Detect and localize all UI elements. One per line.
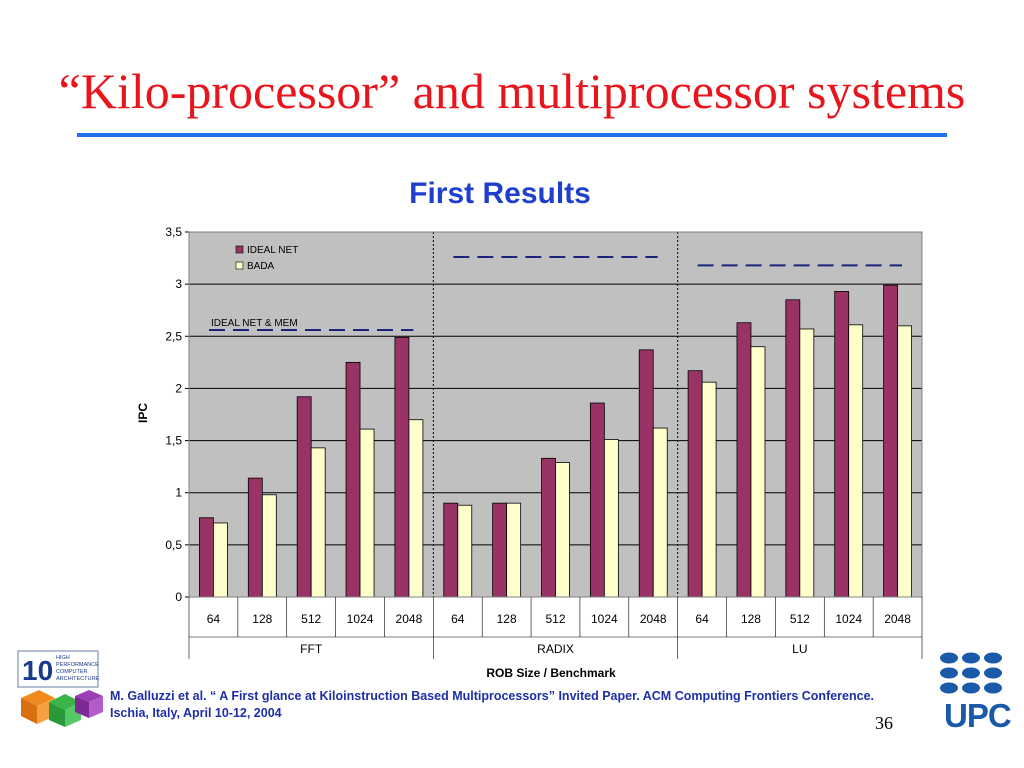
bar-bada	[897, 325, 912, 598]
x-category-label: 128	[497, 612, 517, 626]
y-tick-label: 0,5	[165, 538, 182, 552]
x-category-label: 128	[252, 612, 272, 626]
bar-bada	[848, 324, 864, 598]
bar-ideal-net	[345, 361, 361, 598]
legend-label: BADA	[247, 261, 275, 272]
bar-bada	[652, 427, 668, 598]
x-category-label: 64	[695, 612, 709, 626]
bar-ideal-net	[589, 402, 605, 598]
bar-bada	[261, 494, 277, 598]
y-tick-label: 0	[175, 590, 182, 604]
x-category-label: 1024	[835, 612, 862, 626]
x-category-label: 64	[451, 612, 465, 626]
bar-ideal-net	[247, 477, 263, 598]
bar-ideal-net	[785, 299, 801, 598]
bar-bada	[213, 522, 228, 598]
y-tick-label: 1,5	[165, 434, 182, 448]
bar-bada	[359, 428, 375, 598]
slide-title: “Kilo-processor” and multiprocessor syst…	[58, 63, 966, 119]
legend: IDEAL NET BADA	[230, 240, 304, 276]
bar-bada	[750, 346, 766, 598]
upc-logo-text: UPC	[944, 697, 1012, 734]
x-category-label: 64	[207, 612, 221, 626]
legend-label: IDEAL NET	[247, 245, 298, 256]
bar-ideal-net	[296, 396, 312, 598]
legend-swatch-bada	[235, 261, 244, 270]
x-group-label: FFT	[300, 642, 323, 656]
x-category-label: 512	[301, 612, 321, 626]
y-tick-label: 3	[175, 277, 182, 291]
bar-bada	[506, 502, 522, 598]
x-category-label: 512	[545, 612, 565, 626]
upc-logo-dots	[940, 652, 1002, 694]
bar-bada	[457, 504, 473, 598]
reference-line-label: IDEAL NET & MEM	[211, 318, 298, 329]
x-axis-label: ROB Size / Benchmark	[486, 666, 616, 680]
bar-bada	[310, 447, 326, 598]
title-underline	[77, 133, 947, 137]
x-category-label: 128	[741, 612, 761, 626]
bar-ideal-net	[492, 502, 508, 598]
y-tick-label: 2,5	[165, 329, 182, 343]
x-category-label: 1024	[591, 612, 618, 626]
y-tick-label: 3,5	[165, 225, 182, 239]
y-tick-label: 1	[175, 486, 182, 500]
plot-border	[188, 231, 923, 598]
bar-ideal-net	[541, 457, 556, 598]
x-category-label: 512	[790, 612, 810, 626]
x-group-label: RADIX	[537, 642, 574, 656]
bar-ideal-net	[199, 517, 214, 598]
category-table: 64 128 512 1024 2048 FFT 64 128 512 1024 2048 RADIX…	[188, 597, 923, 659]
logo-text-line: PERFORMANCE	[56, 662, 99, 668]
x-category-label: 2048	[396, 612, 423, 626]
svg-text:10: 10	[22, 655, 53, 686]
bar-ideal-net	[638, 349, 654, 598]
bar-ideal-net	[834, 291, 850, 598]
bar-bada	[603, 439, 619, 598]
y-tick-label: 2	[175, 381, 182, 395]
citation: M. Galluzzi et al. “ A First glance at K…	[110, 689, 875, 720]
bar-ideal-net	[883, 284, 898, 598]
bar-ideal-net	[443, 502, 459, 598]
x-category-label: 2048	[640, 612, 667, 626]
plot-area: 0 0,5 1 1,5 2 2,5 3 3,5 IDEAL NET & MEM	[165, 225, 923, 604]
logo-text-line: HIGH	[56, 655, 70, 661]
bar-bada	[408, 419, 424, 598]
x-category-label: 2048	[884, 612, 911, 626]
bar-bada	[799, 328, 815, 598]
x-category-label: 1024	[347, 612, 374, 626]
logo-text-line: COMPUTER	[56, 669, 88, 675]
y-axis-label: IPC	[136, 403, 150, 423]
x-group-label: LU	[792, 642, 807, 656]
logo-text-line: ARCHITECTURE	[56, 676, 99, 682]
chart-title: First Results	[409, 177, 591, 210]
bar-bada	[701, 381, 717, 598]
bar-ideal-net	[736, 322, 752, 598]
legend-swatch-ideal-net	[235, 245, 244, 254]
bar-ideal-net	[394, 336, 410, 598]
page-number: 36	[875, 713, 893, 733]
bar-bada	[555, 462, 570, 598]
bar-ideal-net	[687, 370, 703, 598]
